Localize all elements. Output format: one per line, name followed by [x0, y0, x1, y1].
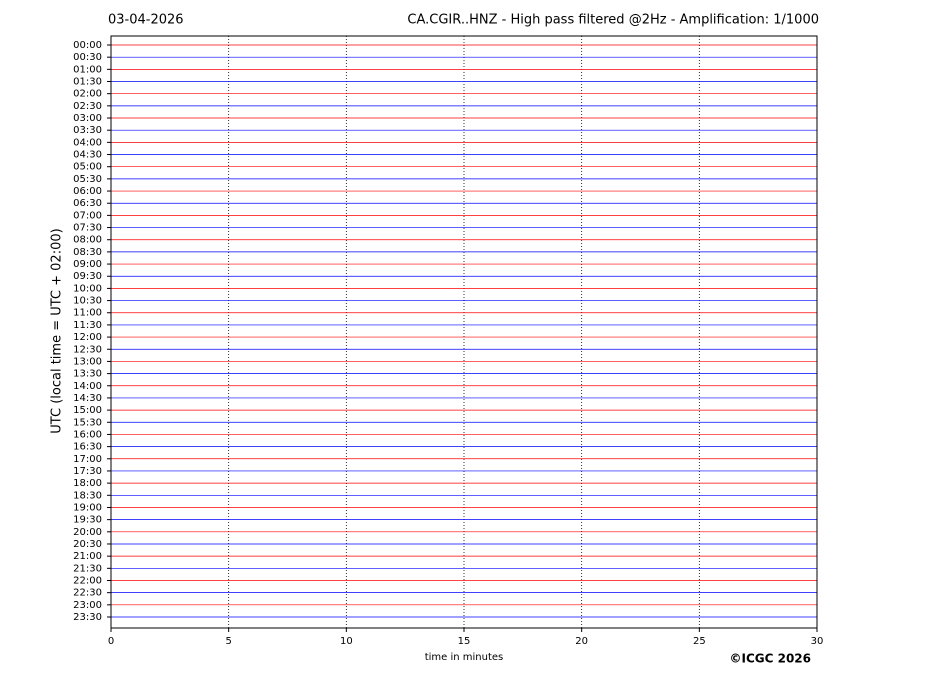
x-axis-label: time in minutes — [425, 652, 504, 663]
y-tick-label: 16:00 — [73, 429, 102, 440]
plot-frame — [110, 35, 818, 629]
y-tick-label: 18:00 — [73, 478, 102, 489]
x-tick-label: 15 — [458, 636, 471, 647]
x-tick-label: 5 — [225, 636, 231, 647]
y-tick-label: 12:30 — [73, 344, 102, 355]
x-tick-label: 25 — [693, 636, 706, 647]
y-tick-label: 13:30 — [73, 369, 102, 380]
y-tick-label: 01:00 — [73, 64, 102, 75]
y-tick-label: 23:00 — [73, 600, 102, 611]
y-tick-label: 13:00 — [73, 356, 102, 367]
y-tick-label: 04:30 — [73, 150, 102, 161]
y-tick-label: 01:30 — [73, 77, 102, 88]
y-tick-label: 22:30 — [73, 588, 102, 599]
y-tick-label: 17:00 — [73, 454, 102, 465]
y-tick-label: 22:00 — [73, 575, 102, 586]
y-tick-label: 20:30 — [73, 539, 102, 550]
y-tick-label: 10:00 — [73, 283, 102, 294]
x-tick-label: 20 — [575, 636, 588, 647]
y-tick-label: 16:30 — [73, 442, 102, 453]
y-tick-label: 20:00 — [73, 527, 102, 538]
y-tick-label: 11:30 — [73, 320, 102, 331]
y-tick-label: 07:00 — [73, 210, 102, 221]
y-tick-label: 05:00 — [73, 162, 102, 173]
y-tick-label: 00:00 — [73, 40, 102, 51]
y-tick-label: 19:00 — [73, 502, 102, 513]
y-tick-label: 18:30 — [73, 490, 102, 501]
y-tick-label: 09:30 — [73, 271, 102, 282]
credit: ©ICGC 2026 — [729, 652, 811, 666]
y-tick-label: 00:30 — [73, 52, 102, 63]
y-tick-label: 04:00 — [73, 137, 102, 148]
y-tick-label: 08:00 — [73, 235, 102, 246]
y-tick-label: 15:00 — [73, 405, 102, 416]
x-tick-label: 30 — [811, 636, 824, 647]
y-tick-label: 14:00 — [73, 381, 102, 392]
chart-title: CA.CGIR..HNZ - High pass filtered @2Hz -… — [407, 13, 819, 28]
y-tick-label: 21:00 — [73, 551, 102, 562]
y-tick-label: 17:30 — [73, 466, 102, 477]
y-tick-label: 06:30 — [73, 198, 102, 209]
y-tick-label: 15:30 — [73, 417, 102, 428]
y-tick-label: 02:30 — [73, 101, 102, 112]
y-tick-label: 06:00 — [73, 186, 102, 197]
y-tick-label: 05:30 — [73, 174, 102, 185]
y-tick-label: 03:30 — [73, 125, 102, 136]
y-tick-label: 03:00 — [73, 113, 102, 124]
y-tick-label: 14:30 — [73, 393, 102, 404]
y-tick-label: 12:00 — [73, 332, 102, 343]
y-tick-label: 11:00 — [73, 308, 102, 319]
y-tick-label: 08:30 — [73, 247, 102, 258]
y-tick-label: 02:00 — [73, 89, 102, 100]
y-tick-label: 21:30 — [73, 563, 102, 574]
y-tick-label: 10:30 — [73, 296, 102, 307]
x-tick-label: 0 — [108, 636, 114, 647]
y-axis-label: UTC (local time = UTC + 02:00) — [50, 228, 65, 433]
x-tick-label: 10 — [340, 636, 353, 647]
y-tick-label: 07:30 — [73, 223, 102, 234]
chart-date: 03-04-2026 — [108, 13, 184, 28]
y-tick-label: 23:30 — [73, 612, 102, 623]
y-tick-label: 19:30 — [73, 515, 102, 526]
y-tick-label: 09:00 — [73, 259, 102, 270]
